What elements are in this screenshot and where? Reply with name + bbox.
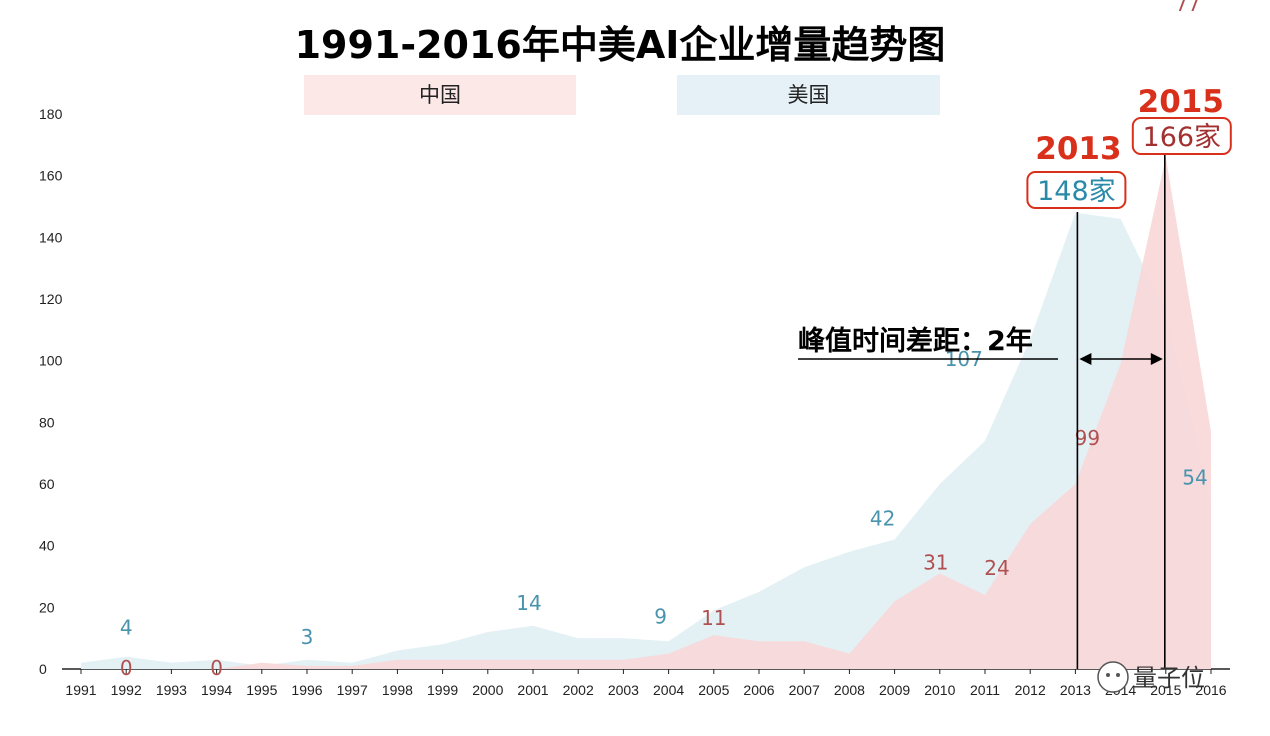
x-tick-label: 1995 (246, 682, 277, 698)
y-tick-label: 140 (39, 229, 63, 245)
x-tick-label: 2010 (924, 682, 955, 698)
y-tick-label: 80 (39, 414, 55, 430)
data-label-usa: 14 (516, 591, 541, 615)
x-tick-label: 1999 (427, 682, 458, 698)
x-tick-label: 1993 (156, 682, 187, 698)
wechat-logo-icon (1097, 661, 1129, 693)
x-tick-label: 1996 (291, 682, 322, 698)
x-tick-label: 2006 (743, 682, 774, 698)
data-label-usa: 4 (120, 616, 133, 640)
data-label-china: 77 (1175, 0, 1200, 16)
x-tick-label: 2008 (834, 682, 865, 698)
x-tick-label: 2009 (879, 682, 910, 698)
data-label-china: 31 (923, 550, 948, 574)
x-tick-label: 1992 (111, 682, 142, 698)
legend-china: 中国 (304, 75, 576, 115)
x-tick-label: 1991 (65, 682, 96, 698)
peak-gap-arrowhead-right (1150, 353, 1163, 365)
peak-box-2015 (1131, 117, 1232, 155)
data-label-china: 0 (210, 656, 223, 680)
data-label-china: 0 (120, 656, 133, 680)
y-tick-label: 180 (39, 106, 63, 122)
x-tick-label: 1998 (382, 682, 413, 698)
y-tick-label: 20 (39, 599, 55, 615)
peak-year-2013: 2013 (1035, 131, 1121, 167)
data-label-china: 24 (984, 556, 1009, 580)
x-tick-label: 1994 (201, 682, 232, 698)
peak-year-2015: 2015 (1138, 84, 1224, 120)
wechat-logo-eye (1116, 673, 1120, 677)
legend-swatch-usa (677, 75, 940, 115)
peak-count-2015: 166家 (1143, 122, 1222, 153)
y-tick-label: 60 (39, 476, 55, 492)
legend-usa-label: 美国 (787, 83, 830, 107)
legend-usa: 美国 (677, 75, 940, 115)
series-area-usa (81, 212, 1211, 669)
x-tick-label: 1997 (337, 682, 368, 698)
x-tick-label: 2011 (970, 682, 1000, 698)
x-tick-label: 2015 (1150, 682, 1181, 698)
peak-box-2013 (1026, 171, 1127, 209)
x-tick-label: 2012 (1015, 682, 1046, 698)
y-tick-label: 40 (39, 538, 55, 554)
x-tick-label: 2005 (698, 682, 729, 698)
y-tick-label: 100 (39, 353, 63, 369)
y-tick-label: 120 (39, 291, 63, 307)
x-tick-label: 2007 (789, 682, 820, 698)
legend-china-label: 中国 (419, 83, 461, 107)
x-tick-label: 2004 (653, 682, 684, 698)
peak-count-2013: 148家 (1037, 176, 1116, 207)
x-tick-label: 2013 (1060, 682, 1091, 698)
wechat-logo-eye (1106, 673, 1110, 677)
x-tick-label: 2001 (517, 682, 548, 698)
data-label-usa: 54 (1182, 466, 1207, 490)
data-label-china: 99 (1075, 426, 1100, 450)
chart-title: 1991-2016年中美AI企业增量趋势图 (294, 23, 946, 67)
y-tick-label: 160 (39, 168, 63, 184)
data-label-china: 11 (701, 606, 726, 630)
series-area-china (81, 157, 1211, 669)
x-tick-label: 2000 (472, 682, 503, 698)
x-tick-label: 2002 (563, 682, 594, 698)
x-tick-label: 2016 (1195, 682, 1226, 698)
data-label-usa: 42 (870, 507, 895, 531)
data-label-usa: 9 (654, 604, 667, 628)
legend-swatch-china (304, 75, 576, 115)
watermark-text: 量子位 (1133, 664, 1205, 692)
x-tick-label: 2003 (608, 682, 639, 698)
y-tick-label: 0 (39, 661, 47, 677)
data-label-usa: 3 (301, 625, 314, 649)
peak-gap-label: 峰值时间差距：2年 (798, 325, 1033, 357)
peak-gap-arrowhead-left (1079, 353, 1092, 365)
